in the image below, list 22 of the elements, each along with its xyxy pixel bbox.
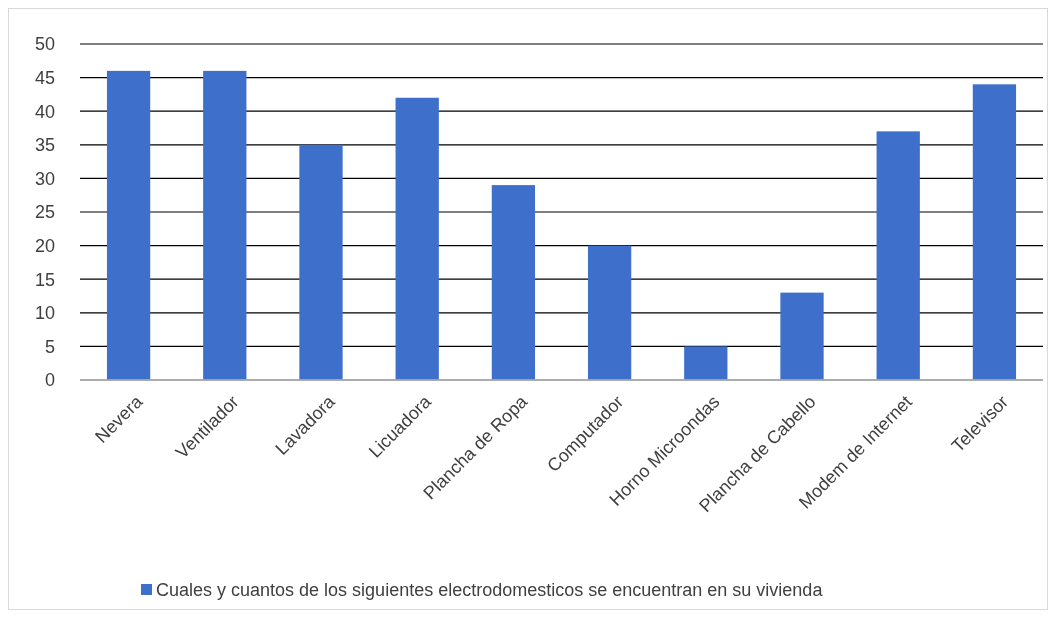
y-tick-label: 0: [44, 370, 55, 391]
bar: [684, 346, 728, 380]
y-tick-label: 25: [34, 202, 55, 223]
legend-label: Cuales y cuantos de los siguientes electrodomesticos se encuentran en su vivienda: [156, 580, 824, 601]
bar: [106, 70, 151, 380]
y-tick-label: 10: [34, 303, 55, 324]
bar: [876, 131, 920, 380]
bar: [972, 84, 1017, 380]
bar: [780, 292, 824, 380]
y-tick-label: 20: [34, 235, 55, 256]
bar: [491, 185, 536, 380]
y-tick-label: 30: [34, 168, 55, 189]
y-tick-label: 50: [34, 34, 55, 55]
y-tick-label: 15: [34, 269, 55, 290]
y-tick-label: 35: [34, 135, 55, 156]
bar: [587, 245, 632, 380]
y-tick-label: 40: [34, 101, 55, 122]
bar: [395, 97, 439, 380]
y-tick-label: 45: [34, 67, 55, 88]
bar: [299, 144, 343, 380]
y-tick-label: 5: [44, 336, 55, 357]
bar: [203, 70, 247, 380]
